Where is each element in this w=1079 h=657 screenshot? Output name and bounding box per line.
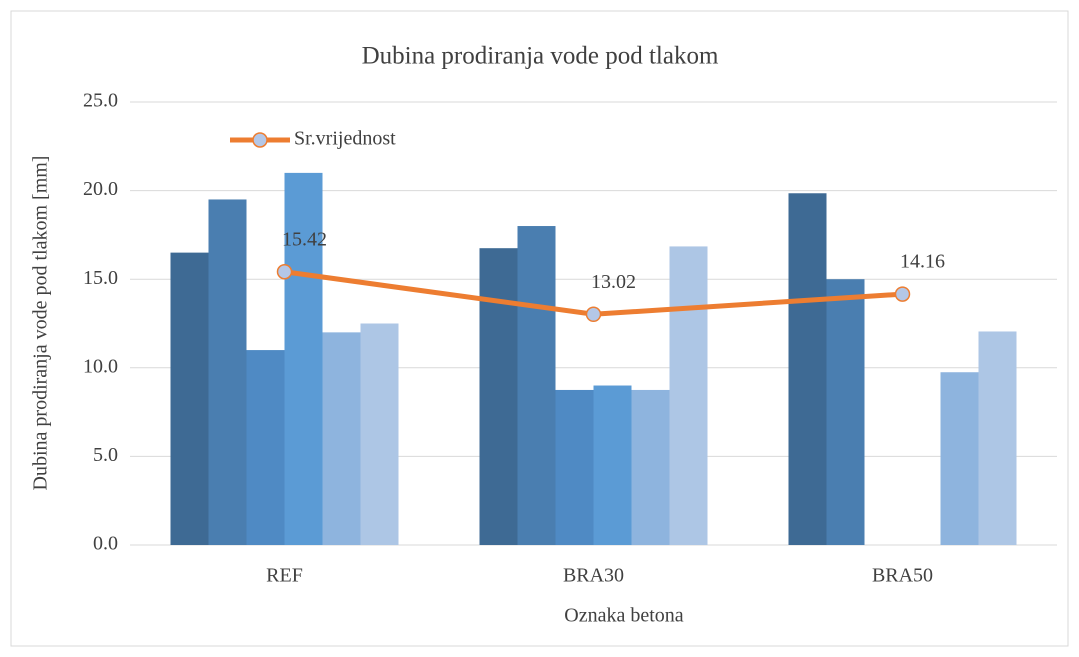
bar <box>788 193 827 545</box>
y-tick-label: 25.0 <box>83 90 118 112</box>
bar <box>826 279 865 545</box>
y-tick-label: 15.0 <box>83 267 118 289</box>
legend-marker <box>252 132 268 148</box>
bar <box>517 226 556 546</box>
bar <box>555 389 594 545</box>
x-tick-label: BRA30 <box>563 565 624 587</box>
line-marker <box>585 306 602 323</box>
y-tick-label: 5.0 <box>93 444 118 466</box>
line-marker <box>894 286 911 302</box>
y-tick-label: 20.0 <box>83 178 118 200</box>
legend-label: Sr.vrijednost <box>294 128 396 150</box>
x-tick-label: REF <box>266 565 303 587</box>
bar <box>631 389 670 545</box>
x-axis-label: Oznaka betona <box>564 605 684 627</box>
data-label: 15.42 <box>282 228 327 250</box>
bar <box>208 199 247 545</box>
bar <box>669 246 708 545</box>
line-marker <box>276 264 293 280</box>
chart-title: Dubina prodiranja vode pod tlakom <box>362 43 719 70</box>
bar <box>246 350 285 545</box>
bar <box>284 172 323 545</box>
y-tick-label: 10.0 <box>83 355 118 377</box>
y-axis-label: Dubina prodiranja vode pod tlakom [mm] <box>30 156 52 491</box>
bar <box>360 323 399 545</box>
bar <box>978 331 1017 545</box>
data-label: 14.16 <box>900 251 945 273</box>
bar <box>479 248 518 545</box>
bar <box>170 252 209 545</box>
data-label: 13.02 <box>591 271 636 293</box>
x-tick-label: BRA50 <box>872 565 933 587</box>
bar <box>593 385 632 545</box>
bar <box>940 372 979 545</box>
bar <box>322 332 361 545</box>
y-tick-label: 0.0 <box>93 533 118 555</box>
